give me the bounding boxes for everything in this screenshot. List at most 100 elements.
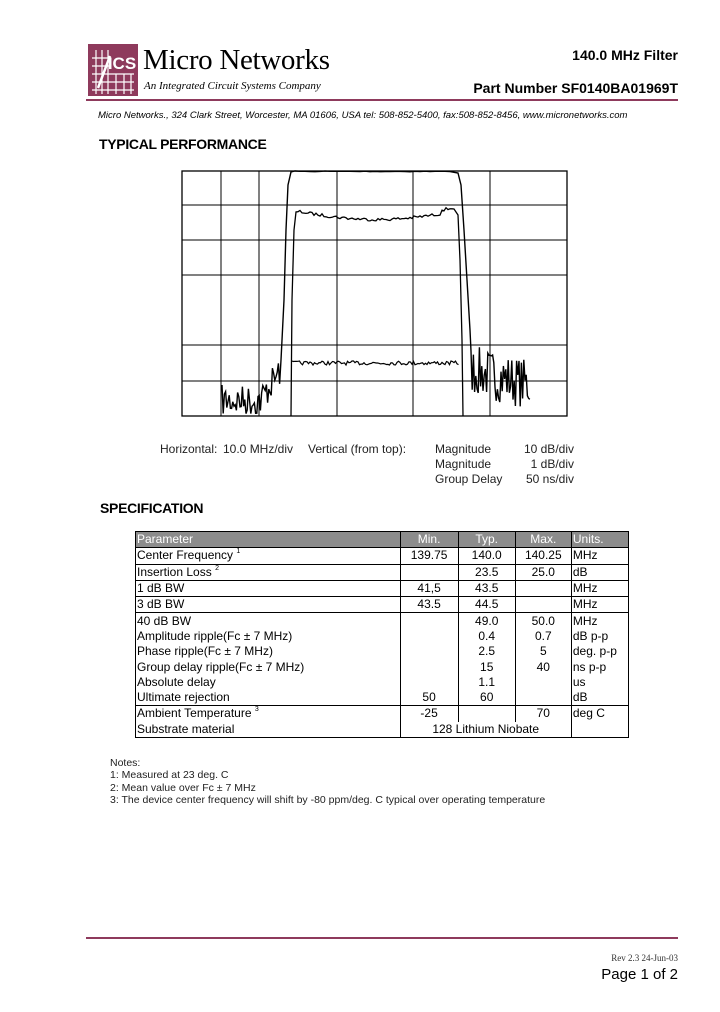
cell-text: 70 bbox=[536, 706, 550, 721]
cell-text: 5 bbox=[539, 644, 547, 659]
trace-name: Magnitude bbox=[435, 457, 492, 471]
table-row: 3 dB BW 43.5 44.5 MHz bbox=[135, 596, 630, 614]
cell-text: us bbox=[572, 674, 586, 689]
svg-text:ICS: ICS bbox=[108, 54, 136, 73]
cell-param: Substrate material bbox=[135, 721, 401, 738]
cell-text: 128 Lithium Niobate bbox=[432, 721, 540, 736]
cell-text: 139.75 bbox=[410, 548, 448, 563]
cell-text: 43.5 bbox=[417, 597, 441, 612]
cell-text: 44.5 bbox=[475, 597, 499, 612]
trace-group-delay bbox=[291, 360, 459, 367]
performance-plot bbox=[181, 170, 568, 417]
cell-text: MHz bbox=[572, 613, 598, 628]
cell-text: 50.0 bbox=[531, 613, 555, 628]
table-row: Insertion Loss 2 23.5 25.0 dB bbox=[135, 564, 630, 581]
horizontal-label: Horizontal: bbox=[160, 442, 218, 456]
cell-min: 50 bbox=[399, 689, 459, 707]
cell-min bbox=[399, 644, 459, 660]
notes-title: Notes: bbox=[110, 757, 141, 769]
table-row: Ambient Temperature 3 -25 70 deg C bbox=[135, 705, 630, 722]
cell-substrate-value: 128 Lithium Niobate bbox=[399, 721, 572, 738]
cell-text: Center Frequency bbox=[137, 548, 234, 563]
cell-param: Ambient Temperature 3 bbox=[135, 705, 401, 722]
cell-text: Group delay ripple(Fc ± 7 MHz) bbox=[137, 659, 305, 674]
cell-units: dB p-p bbox=[570, 628, 630, 645]
cell-min: -25 bbox=[399, 705, 459, 722]
cell-text: deg C bbox=[572, 706, 605, 721]
cell-text: 43.5 bbox=[475, 581, 499, 596]
trace-scale: 1 dB/div bbox=[530, 457, 574, 471]
cell-typ: 23.5 bbox=[457, 564, 516, 581]
trace-name: Magnitude bbox=[435, 442, 492, 456]
cell-text: ns p-p bbox=[572, 659, 607, 674]
cell-text: 1.1 bbox=[478, 674, 496, 689]
cell-text: 40 dB BW bbox=[137, 613, 192, 628]
cell-max: 50.0 bbox=[514, 612, 572, 629]
trace-name: Group Delay bbox=[435, 472, 503, 486]
table-row: Center Frequency 1 139.75 140.0 140.25 MHz bbox=[135, 547, 630, 565]
table-row: 40 dB BW 49.0 50.0 MHz bbox=[135, 612, 630, 629]
ics-logo: ICS bbox=[88, 44, 138, 96]
cell-param: Amplitude ripple(Fc ± 7 MHz) bbox=[135, 628, 401, 645]
cell-typ: 2.5 bbox=[457, 644, 516, 660]
cell-typ: 140.0 bbox=[457, 547, 516, 565]
cell-text: 0.7 bbox=[534, 628, 552, 643]
vertical-label: Vertical (from top): bbox=[308, 442, 407, 456]
cell-units bbox=[570, 721, 630, 738]
cell-min: 41,5 bbox=[399, 580, 459, 598]
column-header: Min. bbox=[399, 531, 459, 549]
cell-text: MHz bbox=[572, 548, 598, 563]
cell-min: 139.75 bbox=[399, 547, 459, 565]
cell-text: 23.5 bbox=[475, 564, 499, 579]
cell-units: deg C bbox=[570, 705, 630, 722]
cell-units: dB bbox=[570, 564, 630, 581]
column-header: Units. bbox=[570, 531, 630, 549]
trace-magnitude-1db bbox=[290, 206, 464, 417]
cell-max: 40 bbox=[514, 659, 572, 675]
cell-param: Insertion Loss 2 bbox=[135, 564, 401, 581]
footnote-marker: 1 bbox=[236, 548, 241, 556]
specification-table: Parameter Min. Typ. Max. Units. Center F… bbox=[135, 531, 630, 738]
cell-units: ns p-p bbox=[570, 659, 630, 675]
cell-min: 43.5 bbox=[399, 596, 459, 614]
cell-text: 0.4 bbox=[478, 628, 496, 643]
cell-text: 50 bbox=[422, 690, 436, 705]
note-item: 3: The device center frequency will shif… bbox=[110, 793, 546, 806]
note-item: 1: Measured at 23 deg. C bbox=[110, 769, 229, 782]
table-row: Phase ripple(Fc ± 7 MHz) 2.5 5 deg. p-p bbox=[135, 644, 630, 660]
cell-text: Ambient Temperature bbox=[137, 706, 252, 721]
revision: Rev 2.3 24-Jun-03 bbox=[611, 953, 678, 963]
cell-param: 40 dB BW bbox=[135, 612, 401, 629]
cell-typ: 49.0 bbox=[457, 612, 516, 629]
cell-param: 3 dB BW bbox=[135, 596, 401, 614]
cell-text: 140.25 bbox=[524, 548, 562, 563]
cell-max: 5 bbox=[514, 644, 572, 660]
cell-text: 40 bbox=[536, 659, 550, 674]
cell-text: Substrate material bbox=[137, 721, 235, 736]
cell-max: 70 bbox=[514, 705, 572, 722]
cell-text: -25 bbox=[420, 706, 438, 721]
cell-typ: 15 bbox=[457, 659, 516, 675]
cell-text: dB bbox=[572, 690, 588, 705]
cell-param: Ultimate rejection bbox=[135, 689, 401, 707]
cell-text: MHz bbox=[572, 581, 598, 596]
performance-heading: TYPICAL PERFORMANCE bbox=[99, 136, 267, 152]
cell-max bbox=[514, 580, 572, 598]
cell-units: MHz bbox=[570, 596, 630, 614]
page-number: Page 1 of 2 bbox=[601, 966, 678, 983]
cell-min bbox=[399, 612, 459, 629]
cell-max bbox=[514, 596, 572, 614]
cell-min bbox=[399, 659, 459, 675]
cell-typ: 44.5 bbox=[457, 596, 516, 614]
header-divider bbox=[86, 99, 678, 101]
cell-max bbox=[514, 689, 572, 707]
note-item: 2: Mean value over Fc ± 7 MHz bbox=[110, 781, 256, 794]
cell-max: 140.25 bbox=[514, 547, 572, 565]
table-row: Amplitude ripple(Fc ± 7 MHz) 0.4 0.7 dB p-p bbox=[135, 628, 630, 645]
cell-units: MHz bbox=[570, 547, 630, 565]
cell-max: 0.7 bbox=[514, 628, 572, 645]
part-number: Part Number SF0140BA01969T bbox=[473, 80, 678, 96]
cell-text: deg. p-p bbox=[572, 644, 617, 659]
cell-typ: 0.4 bbox=[457, 628, 516, 645]
cell-param: 1 dB BW bbox=[135, 580, 401, 598]
